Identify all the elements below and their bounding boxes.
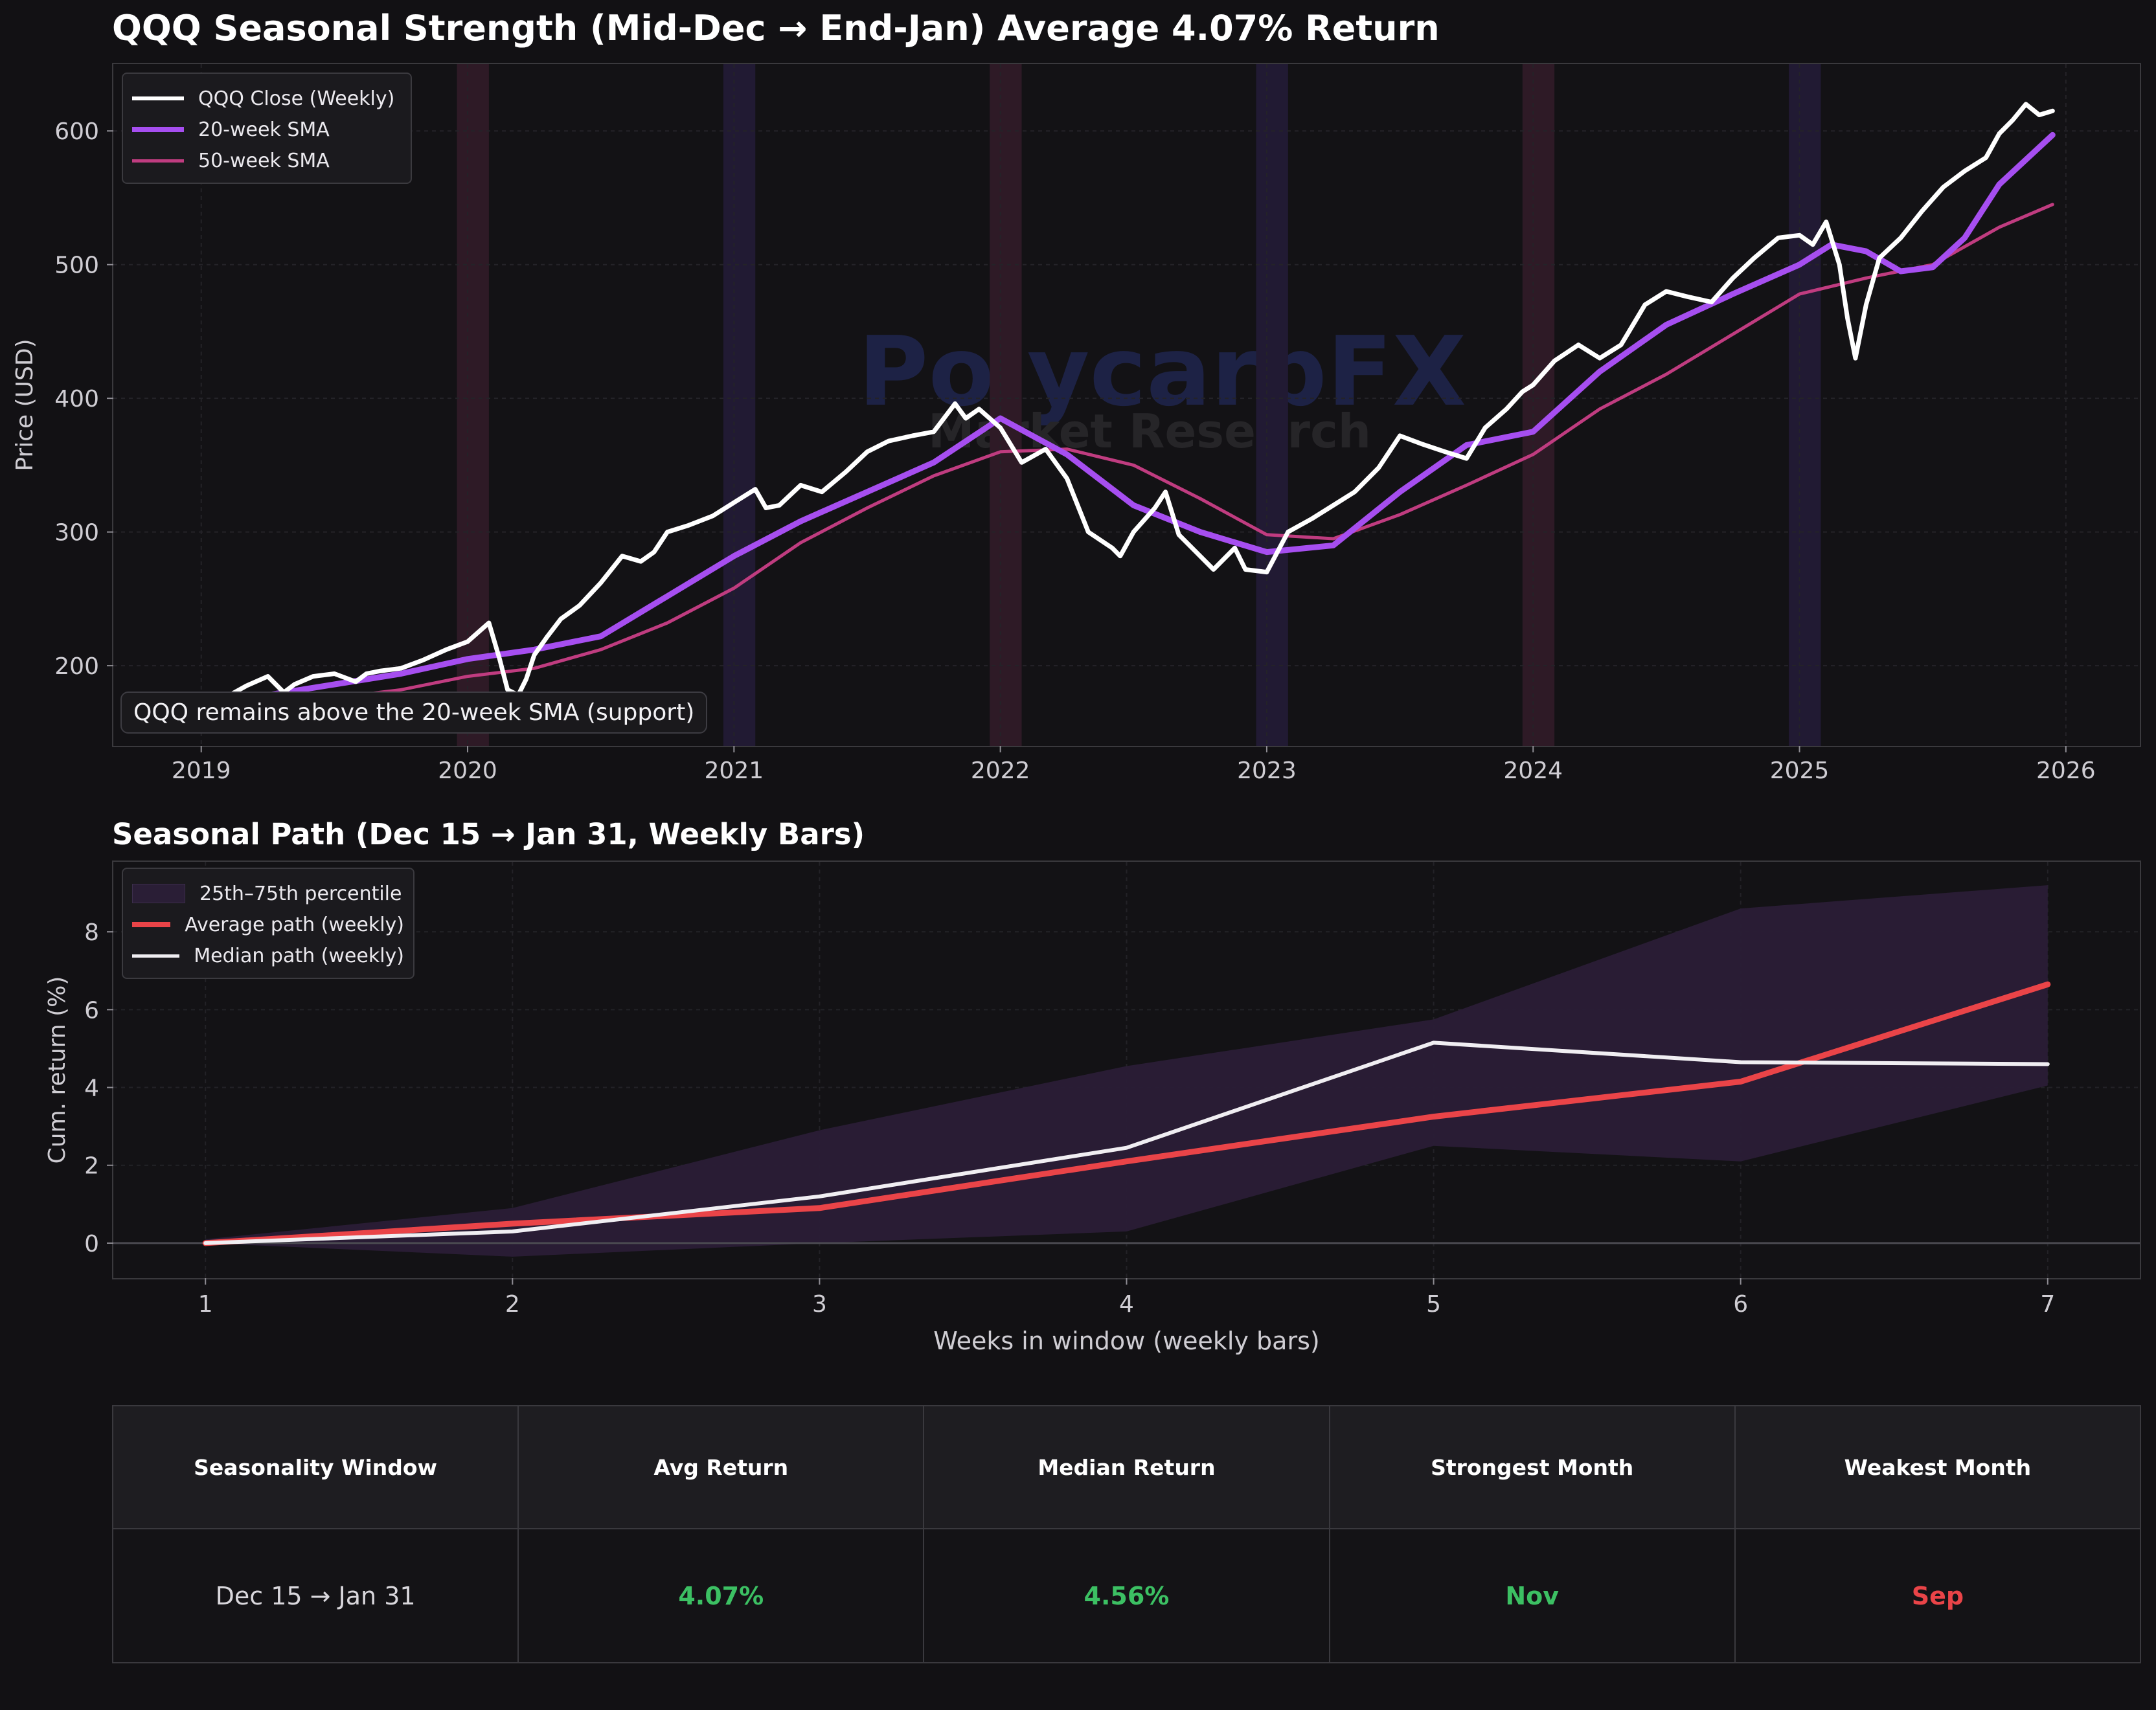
- table-header-row: Seasonality Window Avg Return Median Ret…: [111, 1405, 2142, 1529]
- x-tick-label: 5: [1426, 1291, 1441, 1318]
- x-tick-label: 2: [505, 1291, 520, 1318]
- legend-swatch-median: [132, 954, 180, 958]
- header-avg-return: Avg Return: [517, 1405, 925, 1529]
- legend-label-median: Median path (weekly): [194, 944, 404, 967]
- y-tick-label: 4: [84, 1075, 99, 1102]
- x-tick-label: 2026: [2036, 758, 2096, 784]
- seasonality-summary-table: Seasonality Window Avg Return Median Ret…: [111, 1405, 2142, 1663]
- x-tick-label: 4: [1119, 1291, 1134, 1318]
- top-chart-title: QQQ Seasonal Strength (Mid-Dec → End-Jan…: [112, 8, 1440, 49]
- y-axis-label: Price (USD): [12, 339, 38, 471]
- seasonal-window-band: [1256, 64, 1288, 746]
- percentile-band-25-75: [205, 885, 2048, 1257]
- y-tick-label: 6: [84, 997, 99, 1024]
- x-tick-label: 2025: [1770, 758, 1830, 784]
- x-tick-label: 2021: [705, 758, 764, 784]
- header-strongest-month: Strongest Month: [1328, 1405, 1736, 1529]
- value-median-return: 4.56%: [923, 1528, 1330, 1663]
- seasonal-window-band: [1789, 64, 1821, 746]
- x-tick-label: 7: [2040, 1291, 2055, 1318]
- seasonal-window-band: [457, 64, 489, 746]
- legend-swatch-close: [132, 96, 184, 100]
- value-weakest-month: Sep: [1734, 1528, 2142, 1663]
- series-line-20-week-sma: [198, 131, 2056, 706]
- legend-item-median: Median path (weekly): [132, 940, 404, 971]
- legend-item-sma20: 20-week SMA: [132, 114, 402, 145]
- legend-label-band: 25th–75th percentile: [199, 882, 402, 905]
- y-tick-label: 200: [54, 653, 99, 680]
- x-tick-label: 2019: [172, 758, 231, 784]
- legend-swatch-sma20: [132, 127, 184, 132]
- header-seasonality-window: Seasonality Window: [111, 1405, 519, 1529]
- legend-label-close: QQQ Close (Weekly): [198, 87, 395, 110]
- price-chart: 2019 2020 2021 2022 2023 2024 2025 2026 200 300 40…: [12, 64, 2140, 784]
- x-tick-label: 2024: [1503, 758, 1563, 784]
- y-tick-label: 500: [54, 253, 99, 279]
- legend-item-avg: Average path (weekly): [132, 909, 404, 940]
- series-line-median-path-weekly: [203, 1041, 2050, 1245]
- y-tick-label: 300: [54, 520, 99, 546]
- header-weakest-month: Weakest Month: [1734, 1405, 2142, 1529]
- legend-swatch-sma50: [132, 159, 184, 163]
- x-tick-label: 2022: [971, 758, 1030, 784]
- seasonal-path-chart: 1 2 3 4 5 6 7 0 2 4 6 8 Weeks in window (weekly bars…: [44, 862, 2140, 1355]
- x-tick-label: 1: [198, 1291, 213, 1318]
- x-tick-label: 6: [1733, 1291, 1748, 1318]
- y-tick-label: 2: [84, 1153, 99, 1180]
- legend-swatch-avg: [132, 922, 171, 927]
- value-strongest-month: Nov: [1328, 1528, 1736, 1663]
- y-tick-label: 0: [84, 1231, 99, 1257]
- seasonal-chart-legend: 25th–75th percentile Average path (weekl…: [122, 868, 414, 979]
- legend-label-sma50: 50-week SMA: [198, 149, 330, 172]
- legend-item-close: QQQ Close (Weekly): [132, 83, 402, 114]
- y-axis-label: Cum. return (%): [44, 976, 71, 1164]
- x-tick-label: 2020: [438, 758, 497, 784]
- series-line-average-path-weekly: [202, 981, 2051, 1246]
- table-value-row: Dec 15 → Jan 31 4.07% 4.56% Nov Sep: [111, 1528, 2142, 1663]
- legend-item-band: 25th–75th percentile: [132, 878, 404, 909]
- x-tick-label: 2023: [1237, 758, 1297, 784]
- value-seasonality-window: Dec 15 → Jan 31: [111, 1528, 519, 1663]
- legend-item-sma50: 50-week SMA: [132, 145, 402, 176]
- seasonal-window-band: [723, 64, 756, 746]
- x-tick-label: 3: [812, 1291, 827, 1318]
- y-tick-label: 600: [54, 118, 99, 145]
- legend-label-avg: Average path (weekly): [185, 913, 404, 936]
- support-annotation: QQQ remains above the 20-week SMA (suppo…: [120, 692, 708, 734]
- legend-label-sma20: 20-week SMA: [198, 118, 330, 141]
- series-line-50-week-sma: [199, 203, 2054, 714]
- value-avg-return: 4.07%: [517, 1528, 925, 1663]
- x-axis-label: Weeks in window (weekly bars): [933, 1327, 1319, 1355]
- seasonal-window-band: [1522, 64, 1555, 746]
- watermark-brand: PolycarpFX: [858, 316, 1467, 427]
- bottom-chart-title: Seasonal Path (Dec 15 → Jan 31, Weekly B…: [112, 817, 865, 851]
- series-line-qqq-close-weekly: [199, 102, 2055, 711]
- legend-swatch-band: [132, 884, 185, 903]
- seasonal-window-band: [990, 64, 1022, 746]
- y-tick-label: 8: [84, 919, 99, 946]
- y-tick-label: 400: [54, 386, 99, 412]
- price-chart-legend: QQQ Close (Weekly) 20-week SMA 50-week S…: [122, 73, 412, 184]
- header-median-return: Median Return: [923, 1405, 1330, 1529]
